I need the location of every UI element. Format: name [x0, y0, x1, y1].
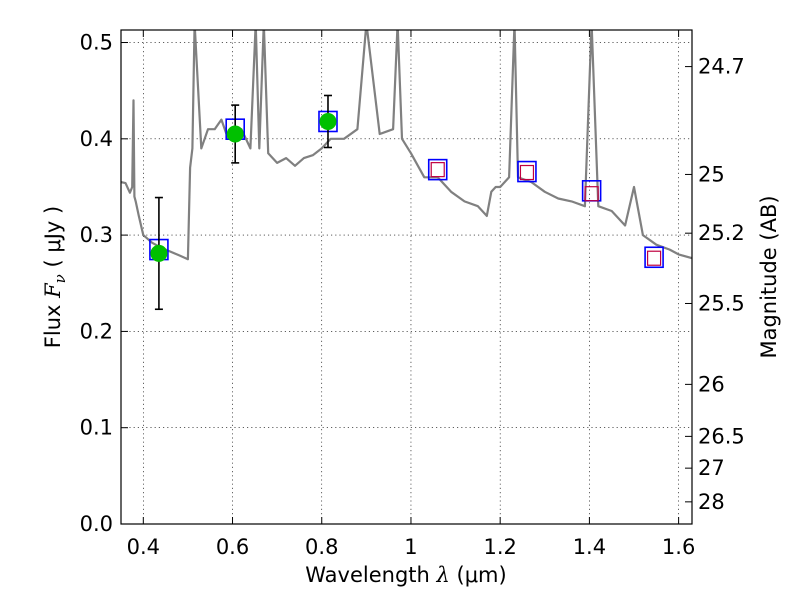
y-axis-variable: F	[41, 282, 65, 299]
observed-flux-point	[150, 244, 168, 262]
x-tick-label: 0.6	[216, 535, 249, 559]
magnitude-tick-label: 26.5	[698, 424, 745, 448]
magnitude-tick-label: 25	[698, 162, 725, 186]
y-tick-label: 0.3	[80, 223, 113, 247]
magnitude-tick-label: 28	[698, 490, 725, 514]
model-photometry-square	[427, 158, 448, 181]
y-tick-label: 0.0	[80, 512, 113, 536]
y-axis-units: ( μJy )	[41, 206, 65, 274]
y-tick-label: 0.4	[80, 127, 113, 151]
observed-flux-point	[319, 112, 337, 130]
x-axis-units: (μm)	[450, 563, 507, 587]
magnitude-tick-label: 25.2	[698, 221, 745, 245]
plot-frame	[120, 29, 693, 525]
magnitude-tick-label: 25.5	[698, 291, 745, 315]
model-photometry-square	[517, 160, 537, 183]
upper-limit-square	[646, 250, 662, 266]
x-tick-label: 1.4	[573, 535, 606, 559]
upper-limit-square	[430, 162, 445, 178]
y-tick-label: 0.1	[80, 416, 113, 440]
data-points-layer	[149, 94, 664, 311]
x-tick-label: 0.8	[305, 535, 338, 559]
x-axis-label: Wavelength λ (μm)	[305, 563, 506, 587]
grid-lines	[121, 30, 692, 525]
x-axis-variable: λ	[436, 563, 450, 587]
y-axis-variable-subscript: ν	[51, 274, 69, 283]
spectrum-layer	[121, 30, 692, 261]
magnitude-tick-label: 27	[698, 456, 725, 480]
x-tick-label: 0.4	[127, 535, 160, 559]
magnitude-tick-label: 26	[698, 372, 725, 396]
model-spectrum-line	[121, 30, 692, 261]
observed-flux-point	[226, 125, 244, 143]
upper-limit-square	[584, 186, 599, 202]
magnitude-tick-label: 24.7	[698, 55, 745, 79]
y-axis-label: Flux Fν ( μJy )	[41, 206, 69, 348]
y-tick-label: 0.5	[80, 31, 113, 55]
x-tick-label: 1.2	[483, 535, 516, 559]
x-axis-label-text: Wavelength	[305, 563, 436, 587]
ticks-layer: 0.4 0.6 0.8 1 1.2 1.4 1.6 0.0 0.1 0.2 0.3 0.4 0.5 24.…	[80, 30, 745, 559]
y-axis-label-text: Flux	[41, 298, 65, 348]
x-tick-label: 1	[404, 535, 417, 559]
model-photometry-square	[644, 246, 664, 269]
right-axis-label: Magnitude (AB)	[757, 195, 781, 358]
y-tick-label: 0.2	[80, 319, 113, 343]
upper-limit-square	[519, 164, 535, 181]
x-tick-label: 1.6	[662, 535, 695, 559]
